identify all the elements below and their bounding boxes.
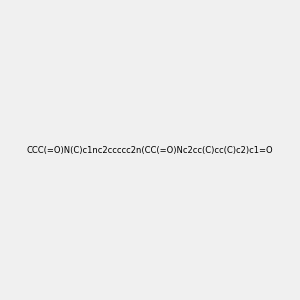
Text: CCC(=O)N(C)c1nc2ccccc2n(CC(=O)Nc2cc(C)cc(C)c2)c1=O: CCC(=O)N(C)c1nc2ccccc2n(CC(=O)Nc2cc(C)cc… [27, 146, 273, 154]
